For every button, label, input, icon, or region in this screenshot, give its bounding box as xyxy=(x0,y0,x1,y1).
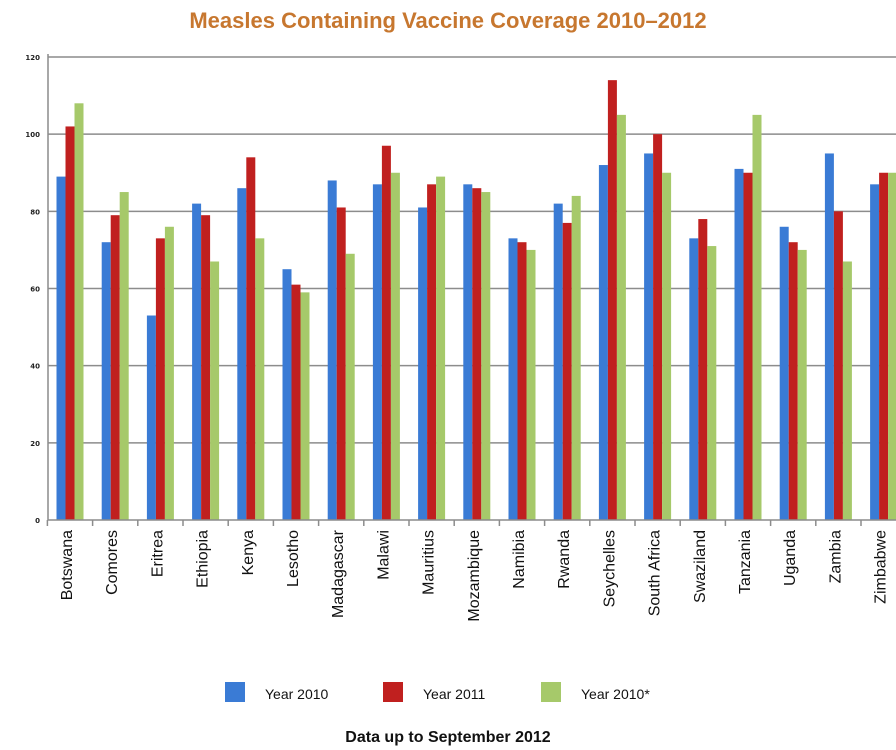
x-tick-label: Mauritius xyxy=(421,530,438,595)
y-tick-label: 120 xyxy=(25,54,40,62)
bar-uganda-series-1 xyxy=(779,226,789,520)
x-tick-label: Ethiopia xyxy=(195,530,212,588)
bar-uganda-series-3 xyxy=(797,249,807,520)
bar-chart: 0 20 40 60 80 100 120 Botswana Comores Eritrea Et… xyxy=(25,54,896,622)
bar-kenya-series-3 xyxy=(255,238,265,520)
bar-mauritius-series-3 xyxy=(436,176,446,520)
x-tick-label: Comores xyxy=(104,530,121,595)
bar-seychelles-series-1 xyxy=(598,165,608,521)
bar-mozambique-series-2 xyxy=(472,188,482,520)
bar-ethiopia-series-2 xyxy=(201,215,211,521)
bar-seychelles-series-3 xyxy=(616,114,626,520)
y-tick-label: 80 xyxy=(30,208,40,216)
legend-label: Year 2010 xyxy=(265,686,329,702)
y-tick-label: 60 xyxy=(30,286,40,294)
bar-south-africa-series-1 xyxy=(644,153,654,521)
bar-south-africa-series-3 xyxy=(662,172,672,520)
bar-mozambique-series-3 xyxy=(481,192,491,520)
bar-madagascar-series-2 xyxy=(336,207,346,520)
bar-tanzania-series-3 xyxy=(752,114,762,520)
bar-zimbabwe-series-2 xyxy=(879,172,889,520)
bar-mauritius-series-1 xyxy=(418,207,428,520)
x-tick-label: Kenya xyxy=(240,530,257,575)
bar-zambia-series-2 xyxy=(833,211,843,521)
chart-title: Measles Containing Vaccine Coverage 2010… xyxy=(189,8,707,33)
bar-rwanda-series-2 xyxy=(562,222,572,521)
y-tick-label: 20 xyxy=(30,440,40,448)
bar-kenya-series-2 xyxy=(246,157,256,521)
bar-eritrea-series-3 xyxy=(164,226,174,520)
y-tick-label: 40 xyxy=(30,363,40,371)
x-tick-label: Swaziland xyxy=(692,530,709,603)
bar-lesotho-series-3 xyxy=(300,292,310,520)
bar-namibia-series-1 xyxy=(508,238,518,520)
bar-malawi-series-3 xyxy=(390,172,400,520)
y-tick-label: 100 xyxy=(25,131,40,139)
x-tick-label: Uganda xyxy=(782,530,799,586)
bar-tanzania-series-2 xyxy=(743,172,753,520)
y-tick-labels: 0 20 40 60 80 100 120 xyxy=(25,54,40,525)
bar-botswana-series-3 xyxy=(74,103,84,521)
bar-swaziland-series-1 xyxy=(689,238,699,520)
bar-swaziland-series-3 xyxy=(707,246,717,520)
bar-ethiopia-series-1 xyxy=(192,203,202,520)
bar-swaziland-series-2 xyxy=(698,219,708,521)
x-tick-label: Zambia xyxy=(827,530,844,583)
bar-rwanda-series-1 xyxy=(553,203,563,520)
bar-madagascar-series-1 xyxy=(327,180,337,520)
bar-mauritius-series-2 xyxy=(427,184,437,520)
bar-botswana-series-2 xyxy=(65,126,75,520)
bar-namibia-series-3 xyxy=(526,249,536,520)
legend-label: Year 2010* xyxy=(581,686,650,702)
x-tick-label: Mozambique xyxy=(466,530,483,622)
x-tick-label: Lesotho xyxy=(285,530,302,587)
x-tick-label: South Africa xyxy=(647,530,664,616)
bars xyxy=(56,80,896,521)
bar-botswana-series-1 xyxy=(56,176,66,520)
x-tick-label: Zimbabwe xyxy=(873,530,890,604)
bar-zambia-series-1 xyxy=(824,153,834,521)
bar-comores-series-1 xyxy=(101,242,111,520)
x-tick-labels: Botswana Comores Eritrea Ethiopia Kenya Lesot… xyxy=(59,529,890,622)
bar-zimbabwe-series-3 xyxy=(888,172,896,520)
bar-uganda-series-2 xyxy=(788,242,798,520)
legend-swatch xyxy=(541,682,561,702)
bar-zimbabwe-series-1 xyxy=(870,184,880,520)
bar-south-africa-series-2 xyxy=(653,134,663,520)
legend: Year 2010 Year 2011 Year 2010* xyxy=(0,680,896,710)
legend-swatch xyxy=(383,682,403,702)
y-tick-label: 0 xyxy=(35,517,40,525)
bar-comores-series-3 xyxy=(119,192,129,520)
x-tick-label: Malawi xyxy=(375,530,392,580)
bar-madagascar-series-3 xyxy=(345,253,355,520)
bar-eritrea-series-1 xyxy=(146,315,156,520)
x-tick-label: Rwanda xyxy=(556,530,573,589)
x-tick-label: Seychelles xyxy=(601,530,618,607)
bar-mozambique-series-1 xyxy=(463,184,473,520)
x-tick-label: Tanzania xyxy=(737,530,754,594)
legend-label: Year 2011 xyxy=(423,686,486,702)
bar-lesotho-series-1 xyxy=(282,269,292,520)
bar-kenya-series-1 xyxy=(237,188,247,520)
bar-malawi-series-2 xyxy=(381,145,391,520)
bar-eritrea-series-2 xyxy=(155,238,165,520)
bar-namibia-series-2 xyxy=(517,242,527,520)
bar-ethiopia-series-3 xyxy=(210,261,220,520)
bar-tanzania-series-1 xyxy=(734,168,744,520)
bar-rwanda-series-3 xyxy=(571,195,581,520)
chart-footnote: Data up to September 2012 xyxy=(345,729,551,746)
x-tick-label: Botswana xyxy=(59,530,76,600)
x-tick-label: Eritrea xyxy=(149,530,166,577)
axes xyxy=(46,54,896,526)
x-tick-label: Namibia xyxy=(511,530,528,589)
legend-swatch xyxy=(225,682,245,702)
bar-lesotho-series-2 xyxy=(291,284,301,520)
bar-zambia-series-3 xyxy=(842,261,852,520)
x-tick-label: Madagascar xyxy=(330,529,347,618)
bar-malawi-series-1 xyxy=(372,184,382,520)
bar-seychelles-series-2 xyxy=(607,80,617,521)
bar-comores-series-2 xyxy=(110,215,120,521)
